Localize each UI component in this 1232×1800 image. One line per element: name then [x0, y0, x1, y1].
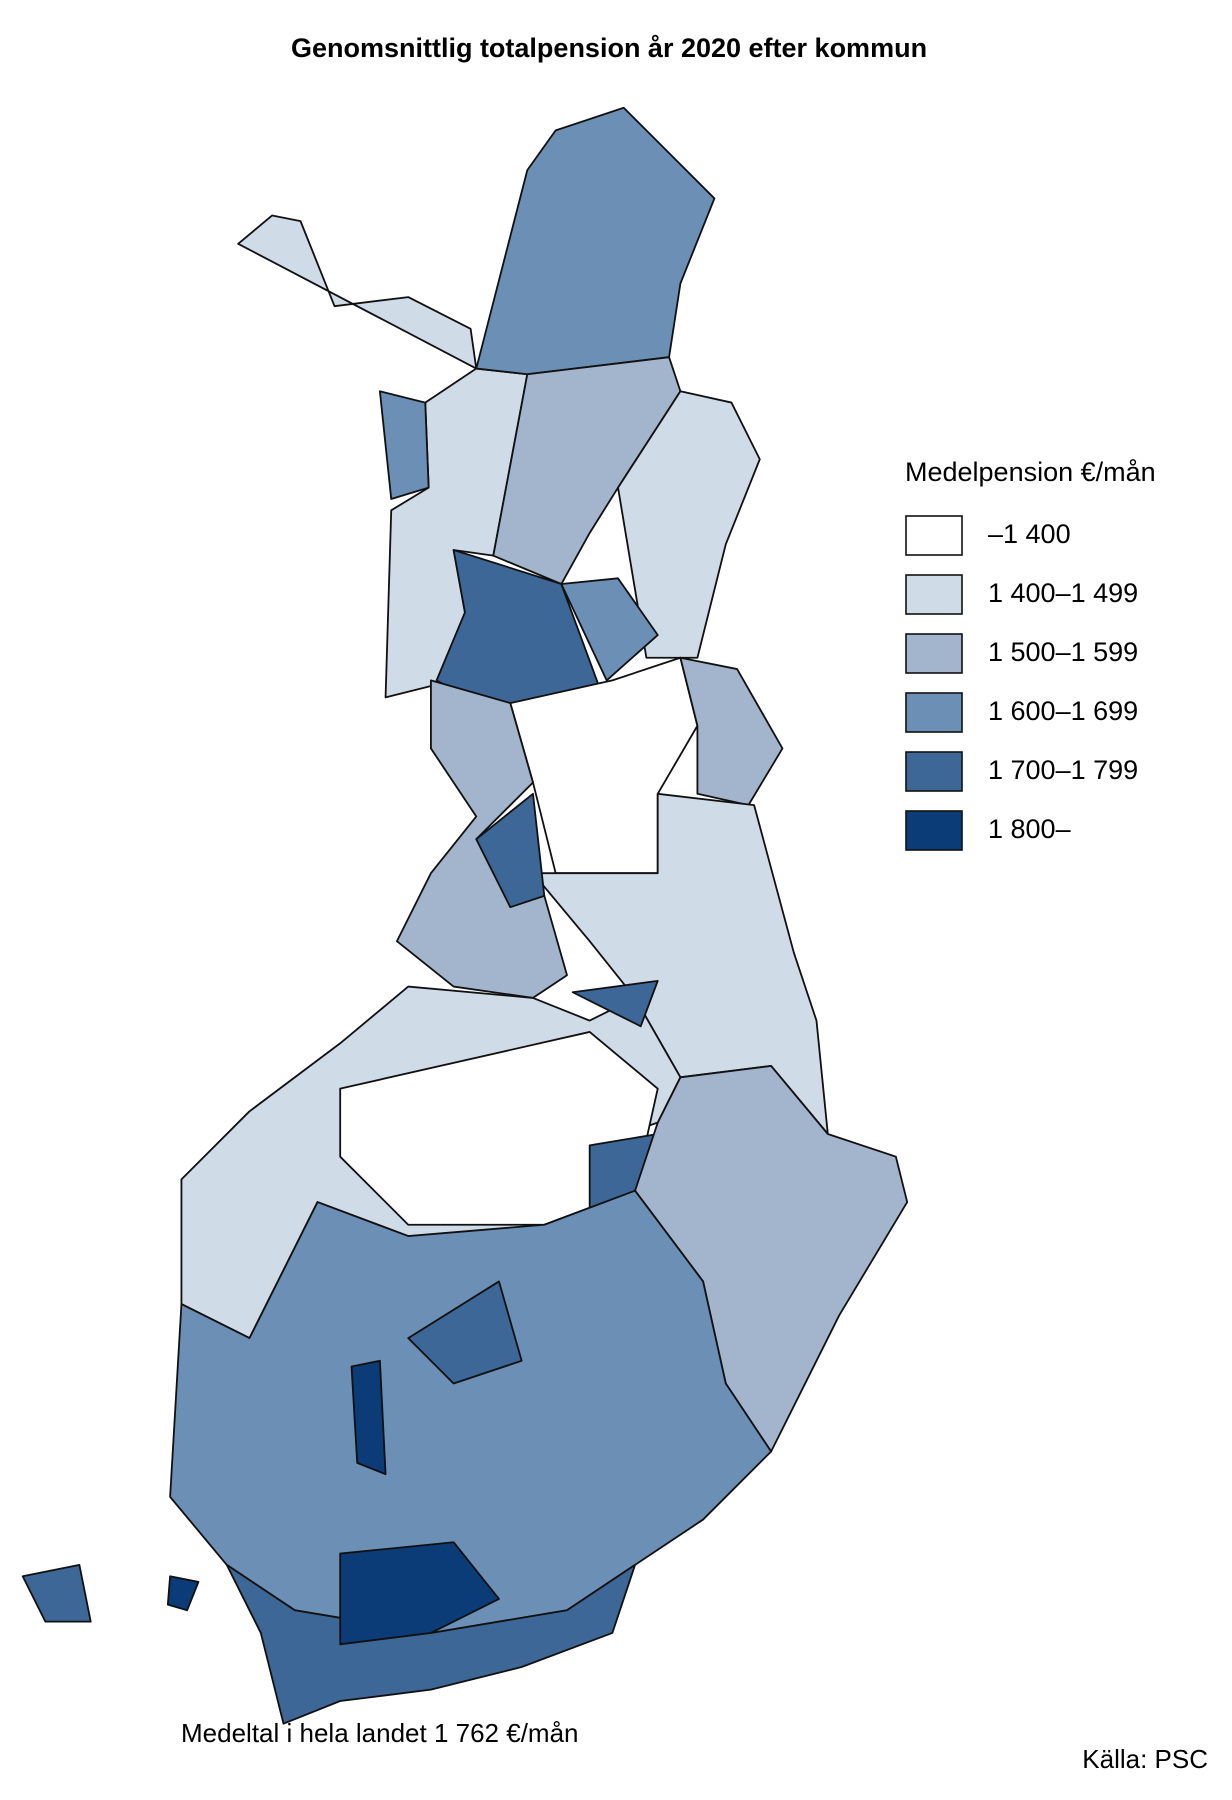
region [492, 356, 682, 585]
legend-label: 1 400–1 499 [988, 578, 1138, 608]
legend-swatch [905, 751, 963, 792]
legend-label: –1 400 [988, 519, 1071, 549]
region [475, 792, 546, 909]
legend-swatch [905, 810, 963, 851]
region [407, 1280, 523, 1385]
region [617, 390, 761, 659]
legend-label: 1 600–1 699 [988, 696, 1138, 726]
region [634, 1065, 909, 1453]
legend-swatch [905, 633, 963, 674]
legend-label: 1 700–1 799 [988, 755, 1138, 785]
legend: –1 400 1 400–1 499 1 500–1 599 1 600–1 699 1… [905, 515, 1138, 851]
region [21, 1564, 92, 1623]
region [378, 390, 430, 500]
region [571, 980, 659, 1028]
legend-title: Medelpension €/mån [905, 457, 1156, 487]
legend-swatch [905, 515, 963, 556]
region [339, 1541, 500, 1646]
legend-label: 1 500–1 599 [988, 637, 1138, 667]
region [475, 106, 716, 376]
footnote: Medeltal i hela landet 1 762 €/mån [181, 1718, 579, 1748]
map [21, 106, 909, 1725]
region [560, 577, 659, 682]
legend-swatch [905, 574, 963, 615]
region [350, 1359, 387, 1476]
region [679, 656, 784, 807]
source: Källa: PSC [1082, 1744, 1208, 1774]
legend-swatch [905, 692, 963, 733]
legend-label: 1 800– [988, 814, 1071, 844]
map-title: Genomsnittlig totalpension år 2020 efter… [291, 33, 927, 63]
region [166, 1575, 200, 1612]
